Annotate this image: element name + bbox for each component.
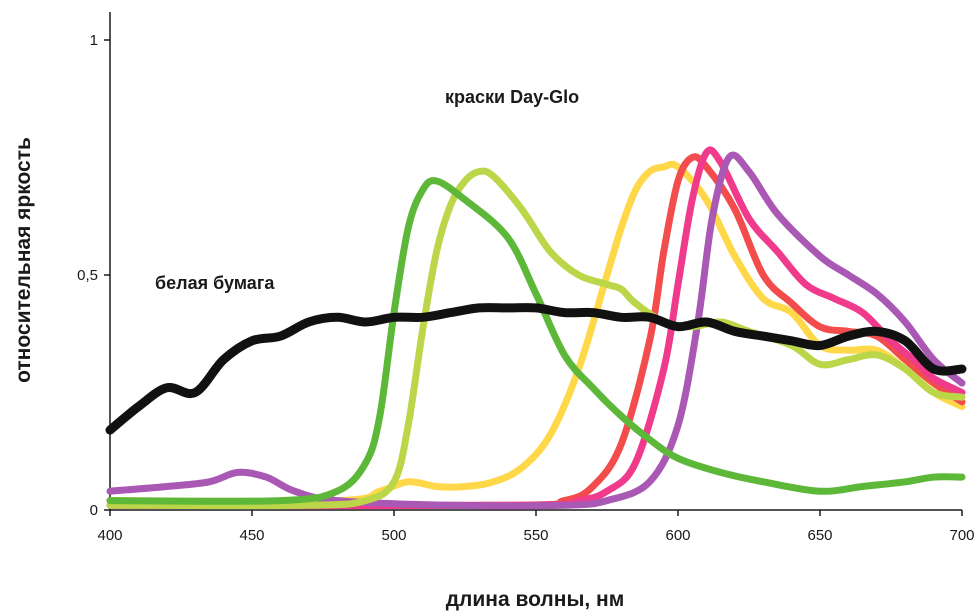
annotation-dayglo: краски Day-Glo (445, 87, 579, 107)
x-tick-label: 500 (381, 527, 406, 544)
x-tick-label: 700 (949, 527, 974, 544)
series-line-1 (106, 160, 966, 505)
y-tick-label: 1 (90, 32, 98, 49)
series-line-7 (105, 303, 967, 435)
series-line-6 (106, 177, 966, 505)
series-group (105, 146, 967, 510)
y-tick-label: 0 (90, 502, 98, 519)
series-line-4 (106, 151, 966, 510)
annotation-paper: белая бумага (155, 273, 275, 293)
series-line-5 (106, 167, 966, 510)
x-tick-label: 600 (665, 527, 690, 544)
x-tick-label: 450 (239, 527, 264, 544)
x-axis-title: длина волны, нм (446, 588, 625, 611)
x-tick-label: 650 (807, 527, 832, 544)
y-axis-title: относительная яркость (12, 137, 35, 383)
x-tick-label: 400 (97, 527, 122, 544)
y-tick-label: 0,5 (77, 267, 98, 284)
x-tick-label: 550 (523, 527, 548, 544)
